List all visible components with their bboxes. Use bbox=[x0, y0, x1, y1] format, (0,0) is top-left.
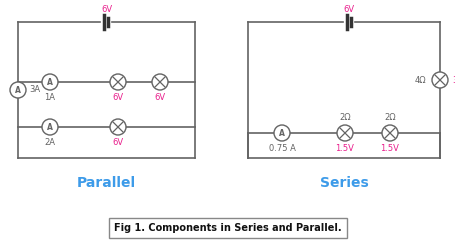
Text: 1.5V: 1.5V bbox=[380, 144, 399, 153]
Circle shape bbox=[273, 125, 289, 141]
Text: Series: Series bbox=[319, 176, 368, 190]
Text: 6V: 6V bbox=[101, 5, 112, 14]
Text: 1.5V: 1.5V bbox=[335, 144, 354, 153]
Text: 3A: 3A bbox=[29, 85, 40, 94]
Text: 6V: 6V bbox=[112, 93, 123, 102]
Circle shape bbox=[381, 125, 397, 141]
Text: Parallel: Parallel bbox=[77, 176, 136, 190]
Circle shape bbox=[42, 74, 58, 90]
Text: 0.75 A: 0.75 A bbox=[268, 144, 295, 153]
Circle shape bbox=[110, 74, 126, 90]
Text: 2Ω: 2Ω bbox=[339, 113, 350, 122]
Text: 2A: 2A bbox=[45, 138, 56, 147]
Text: A: A bbox=[278, 129, 284, 138]
Text: 6V: 6V bbox=[112, 138, 123, 147]
Text: A: A bbox=[15, 86, 21, 95]
Circle shape bbox=[42, 119, 58, 135]
Text: 2Ω: 2Ω bbox=[384, 113, 395, 122]
Circle shape bbox=[431, 72, 447, 88]
Circle shape bbox=[336, 125, 352, 141]
Text: 4Ω: 4Ω bbox=[414, 76, 425, 85]
Circle shape bbox=[110, 119, 126, 135]
Text: 6V: 6V bbox=[154, 93, 165, 102]
Text: Fig 1. Components in Series and Parallel.: Fig 1. Components in Series and Parallel… bbox=[114, 223, 341, 233]
Circle shape bbox=[152, 74, 167, 90]
Text: A: A bbox=[47, 78, 53, 87]
Text: A: A bbox=[47, 122, 53, 131]
Circle shape bbox=[10, 82, 26, 98]
Text: 1A: 1A bbox=[45, 93, 56, 102]
Text: 3V: 3V bbox=[451, 76, 455, 85]
Text: 6V: 6V bbox=[343, 5, 354, 14]
